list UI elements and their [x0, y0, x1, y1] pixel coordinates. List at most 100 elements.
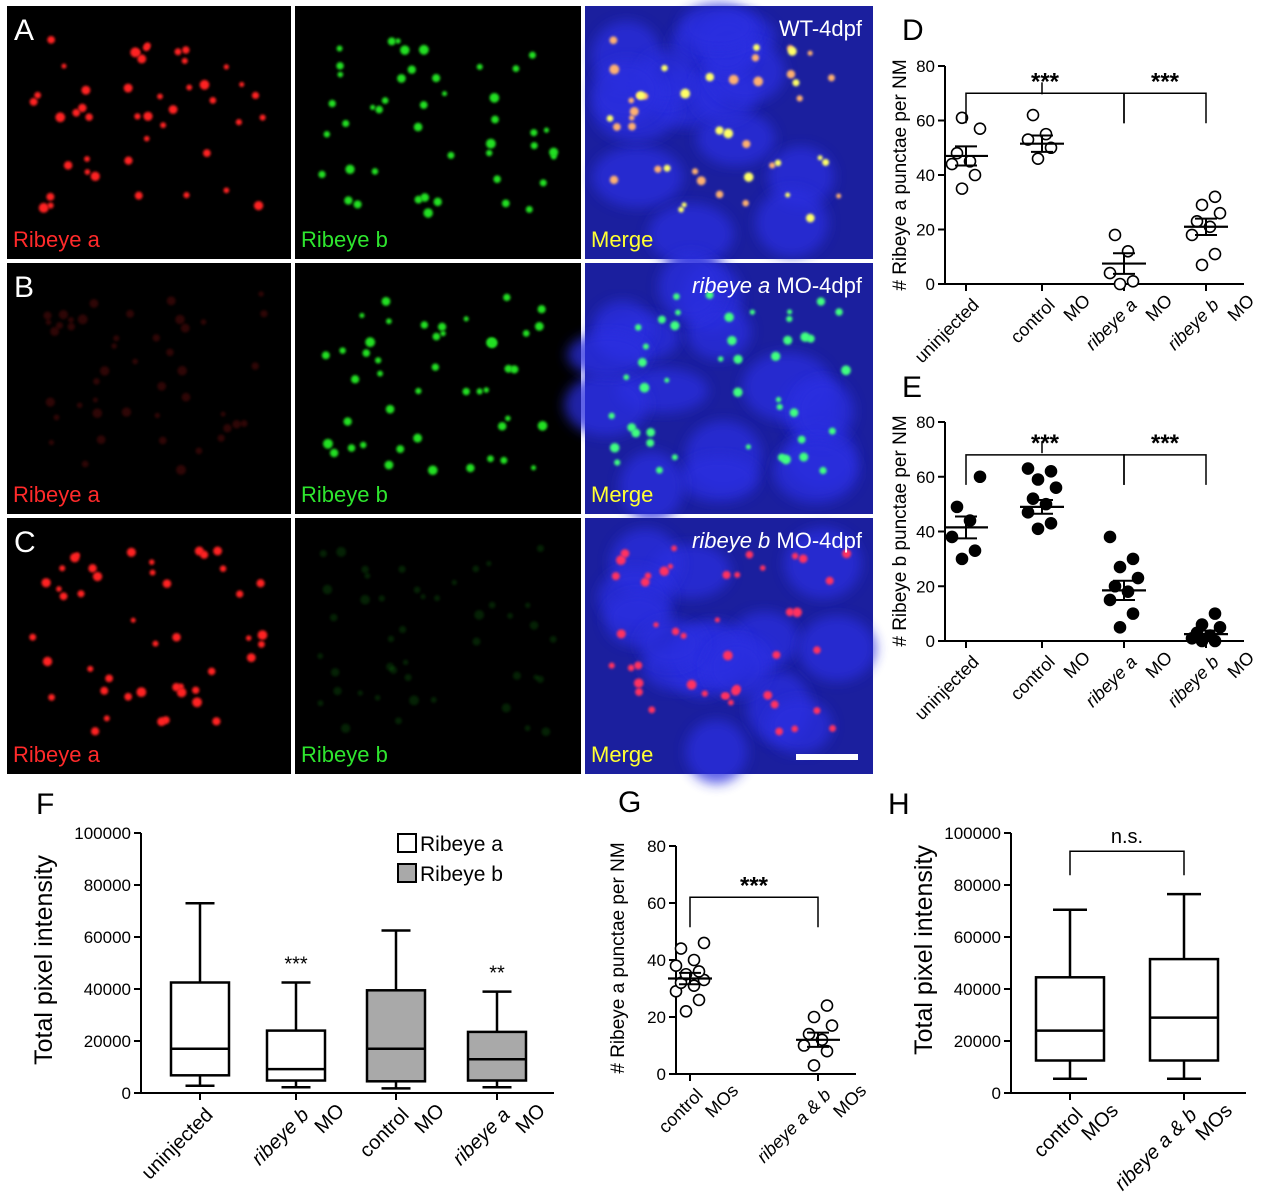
puncta — [783, 335, 793, 345]
scale-bar — [796, 754, 858, 760]
data-point — [973, 122, 987, 135]
puncta — [413, 122, 423, 132]
puncta — [656, 466, 663, 474]
y-tick-label: 20 — [916, 221, 935, 240]
puncta — [236, 590, 244, 598]
puncta — [143, 135, 150, 142]
panel-label-d: D — [902, 14, 924, 47]
puncta — [614, 459, 621, 466]
significance-bracket — [689, 896, 819, 928]
data-point — [1195, 618, 1209, 631]
puncta — [722, 650, 733, 661]
puncta — [29, 97, 38, 106]
puncta — [67, 322, 76, 331]
puncta — [259, 114, 266, 121]
category-label: uninjected — [911, 652, 983, 724]
puncta — [646, 438, 655, 447]
puncta — [825, 576, 834, 585]
puncta — [100, 686, 109, 695]
box — [1034, 976, 1106, 1062]
significance-bracket — [1123, 454, 1207, 485]
data-point — [674, 942, 688, 955]
puncta — [500, 456, 508, 464]
nucleus — [564, 373, 649, 436]
puncta — [258, 291, 264, 297]
puncta — [648, 706, 656, 714]
puncta — [402, 659, 409, 666]
data-point — [820, 999, 834, 1012]
puncta — [423, 208, 433, 218]
significance-label: *** — [1031, 68, 1060, 95]
puncta — [432, 332, 441, 341]
data-point — [945, 530, 959, 544]
puncta — [350, 375, 360, 384]
puncta — [353, 200, 362, 209]
data-point — [1103, 530, 1117, 544]
puncta — [329, 448, 339, 458]
puncta — [483, 387, 490, 393]
puncta — [152, 640, 159, 647]
puncta — [154, 412, 161, 419]
puncta — [537, 420, 548, 431]
box — [466, 1030, 528, 1082]
puncta — [769, 162, 776, 169]
puncta — [72, 108, 81, 117]
data-point — [945, 157, 959, 171]
puncta — [775, 727, 784, 736]
data-point — [968, 544, 982, 557]
y-tick-label: 100000 — [74, 824, 131, 843]
puncta — [362, 349, 371, 357]
puncta — [396, 445, 405, 454]
puncta — [486, 560, 492, 567]
significance-bracket — [1123, 92, 1207, 124]
puncta — [462, 387, 470, 396]
y-tick-label: 40000 — [954, 980, 1001, 999]
puncta — [671, 454, 678, 461]
puncta — [642, 343, 649, 350]
puncta — [501, 703, 511, 713]
nucleus — [773, 437, 859, 504]
box — [1148, 957, 1220, 1062]
puncta — [61, 63, 67, 69]
puncta — [124, 156, 133, 165]
puncta — [616, 629, 626, 639]
puncta — [673, 293, 680, 300]
puncta — [123, 83, 133, 93]
puncta — [816, 297, 826, 306]
puncta — [134, 191, 143, 200]
puncta — [512, 65, 520, 73]
puncta — [181, 392, 191, 402]
puncta — [663, 164, 671, 172]
puncta — [42, 656, 53, 667]
puncta — [245, 635, 252, 641]
puncta — [504, 364, 513, 373]
data-point — [1021, 133, 1035, 146]
puncta — [397, 74, 406, 83]
category-label: ribeye aMO — [1081, 632, 1176, 727]
panel-label-e: E — [902, 371, 922, 404]
data-point — [963, 514, 977, 527]
puncta — [543, 127, 550, 133]
puncta — [836, 193, 842, 199]
panel-label-g: G — [618, 786, 641, 819]
puncta — [235, 119, 242, 126]
puncta — [317, 700, 324, 707]
puncta — [753, 44, 760, 51]
puncta — [786, 69, 796, 79]
data-point — [697, 936, 711, 950]
puncta — [251, 362, 259, 370]
puncta — [536, 675, 544, 683]
nucleus — [619, 451, 684, 521]
puncta — [742, 199, 749, 207]
puncta — [628, 97, 635, 104]
puncta — [606, 115, 614, 122]
puncta — [336, 546, 347, 557]
nucleus — [685, 720, 748, 784]
puncta — [681, 202, 687, 208]
chart-panel-d: D 0 20 40 60 80 # Ribeye a punctae per NM *** **… — [890, 14, 1258, 367]
puncta — [420, 193, 430, 202]
y-tick-label: 80 — [647, 837, 666, 856]
puncta — [103, 715, 110, 722]
y-tick-label: 60 — [647, 894, 666, 913]
significance-bracket — [1069, 850, 1185, 876]
